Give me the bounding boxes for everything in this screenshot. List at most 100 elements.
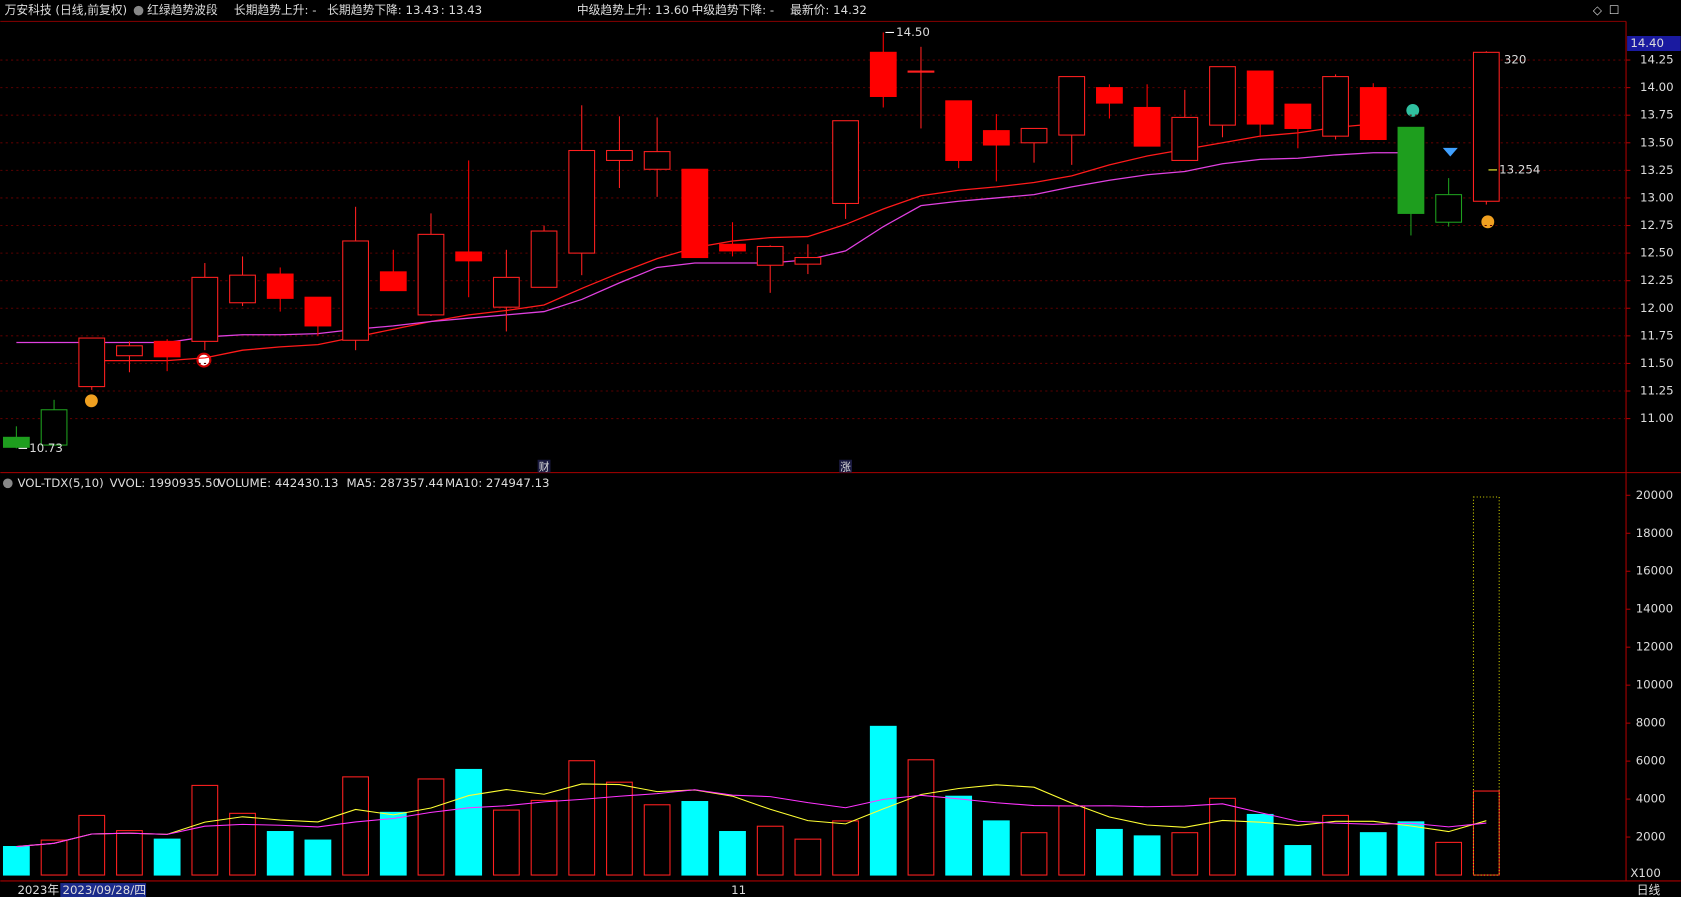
indicator-name: 红绿趋势波段 bbox=[147, 3, 218, 17]
volume-bar bbox=[1058, 805, 1086, 876]
legend-item: MA10: 274947.13 bbox=[445, 476, 550, 490]
candle-body bbox=[832, 120, 859, 204]
y-tick-label: 2000 bbox=[1636, 830, 1666, 844]
candle-body bbox=[78, 337, 106, 388]
y-tick-label: 13.00 bbox=[1640, 190, 1674, 204]
footer-year: 2023年 bbox=[17, 883, 59, 897]
legend-item: 中级趋势下降: - bbox=[692, 3, 775, 17]
volume-bar bbox=[40, 839, 68, 876]
window-button[interactable]: ◇ bbox=[1593, 3, 1603, 17]
event-marker-box bbox=[537, 459, 551, 473]
volume-bar bbox=[229, 812, 256, 876]
volume-bar bbox=[116, 830, 143, 876]
volume-bar bbox=[153, 838, 181, 876]
clipped-note: 320 bbox=[1504, 53, 1526, 67]
signal-icon bbox=[196, 352, 212, 368]
candle-body bbox=[40, 409, 68, 446]
candle-body bbox=[1472, 51, 1500, 202]
y-tick-label: 11.50 bbox=[1640, 356, 1674, 370]
event-marker: 财 bbox=[539, 460, 550, 473]
current-price-box bbox=[1627, 35, 1681, 51]
candle-body bbox=[1096, 87, 1123, 104]
candle-body bbox=[1397, 126, 1425, 214]
y-tick-label: 12.00 bbox=[1640, 301, 1674, 315]
footer-month: 11 bbox=[731, 883, 746, 897]
stock-title: 万安科技 (日线,前复权) bbox=[5, 3, 128, 17]
signal-icon bbox=[84, 394, 98, 408]
volume-bar bbox=[681, 801, 709, 876]
current-price-label: 14.40 bbox=[1630, 36, 1664, 50]
candle-body bbox=[1020, 127, 1048, 144]
y-tick-label: 10000 bbox=[1636, 678, 1673, 692]
signal-icon bbox=[1406, 103, 1420, 117]
y-tick-label: 14.25 bbox=[1640, 53, 1674, 67]
candle-body bbox=[266, 273, 294, 299]
y-tick-label: 11.25 bbox=[1640, 384, 1674, 398]
window-button[interactable]: ☐ bbox=[1609, 3, 1620, 17]
volume-ma-line bbox=[16, 783, 1487, 848]
event-marker-box bbox=[839, 459, 853, 473]
y-tick-label: 11.00 bbox=[1640, 411, 1674, 425]
candle-body bbox=[794, 256, 822, 265]
y-tick-label: 20000 bbox=[1636, 488, 1673, 502]
annotation: 14.50 bbox=[896, 25, 930, 39]
period-tab[interactable]: 日线 bbox=[1637, 883, 1661, 897]
y-tick-label: 13.25 bbox=[1640, 163, 1674, 177]
legend-item: 中级趋势上升: 13.60 bbox=[577, 3, 689, 17]
candle-body bbox=[756, 245, 784, 266]
volume-bar bbox=[191, 784, 219, 876]
volume-bar bbox=[1359, 832, 1387, 876]
legend-item: 最新价: 14.32 bbox=[790, 3, 867, 17]
candle-body bbox=[342, 240, 369, 341]
candle-body bbox=[1322, 76, 1349, 137]
volume-bar bbox=[1246, 813, 1274, 876]
date-box bbox=[60, 883, 147, 897]
volume-bar bbox=[1284, 845, 1312, 876]
legend-item: 长期趋势下降: 13.43 bbox=[327, 3, 439, 17]
volume-bar bbox=[1209, 797, 1236, 876]
volume-bar bbox=[1472, 790, 1500, 876]
volume-bar bbox=[606, 781, 633, 876]
candle-body bbox=[1133, 106, 1161, 147]
candle-body bbox=[1284, 103, 1312, 129]
volume-bar bbox=[417, 778, 445, 876]
legend-item: VOLUME: 442430.13 bbox=[218, 476, 339, 490]
candle-body bbox=[304, 296, 332, 327]
candle-body bbox=[417, 233, 445, 316]
volume-bar bbox=[719, 831, 746, 876]
volume-bar bbox=[530, 799, 558, 876]
y-tick-label: 11.75 bbox=[1640, 328, 1674, 342]
candle-body bbox=[530, 230, 558, 288]
candle-body bbox=[1058, 76, 1086, 136]
candle-body bbox=[1209, 66, 1236, 126]
volume-ma-line bbox=[16, 789, 1487, 848]
y-tick-label: 18000 bbox=[1636, 526, 1673, 540]
trend-line bbox=[16, 152, 1411, 344]
volume-bar bbox=[945, 795, 973, 876]
volume-bar bbox=[1020, 832, 1048, 876]
candle-body bbox=[606, 149, 633, 161]
volume-bar bbox=[78, 814, 106, 876]
legend-item: MA5: 287357.44 bbox=[346, 476, 443, 490]
volume-title: VOL-TDX(5,10) bbox=[17, 476, 103, 490]
volume-bar bbox=[342, 776, 369, 876]
candle-body bbox=[681, 168, 709, 259]
candle-body bbox=[1359, 87, 1387, 141]
volume-bar bbox=[2, 846, 30, 876]
volume-bar bbox=[1397, 821, 1425, 876]
indicator-toggle[interactable] bbox=[2, 478, 13, 489]
annotation: 13.254 bbox=[1499, 162, 1540, 176]
candle-body bbox=[492, 276, 520, 308]
y-tick-label: 12.25 bbox=[1640, 273, 1674, 287]
footer-date: 2023/09/28/四 bbox=[62, 883, 146, 897]
volume-bar bbox=[1435, 841, 1463, 876]
y-tick-label: 12.50 bbox=[1640, 246, 1674, 260]
candle-body bbox=[1246, 70, 1274, 125]
projected-volume bbox=[1472, 496, 1500, 876]
indicator-toggle[interactable] bbox=[133, 5, 144, 16]
candle-body bbox=[191, 276, 219, 342]
y-tick-label: 16000 bbox=[1636, 564, 1673, 578]
signal-icon bbox=[1481, 215, 1495, 229]
candle-body bbox=[2, 436, 30, 448]
y-tick-label: 6000 bbox=[1636, 754, 1666, 768]
